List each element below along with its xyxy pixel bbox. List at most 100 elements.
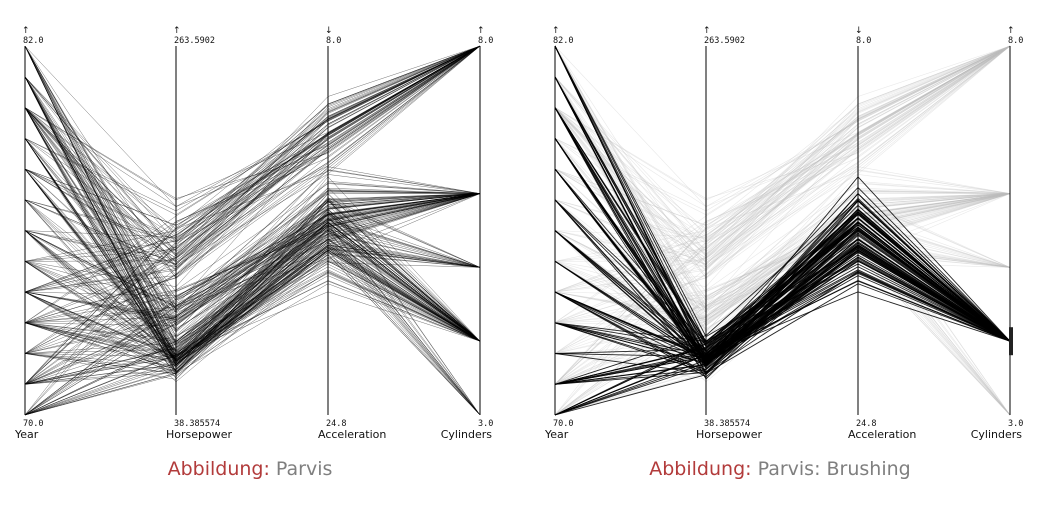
record-line bbox=[554, 225, 1011, 416]
record-line bbox=[554, 45, 1011, 288]
axis-max-label: 8.0 bbox=[856, 36, 871, 46]
record-line bbox=[24, 168, 481, 360]
record-line bbox=[554, 45, 1011, 324]
record-line bbox=[554, 45, 1011, 199]
axis-name-label: Acceleration bbox=[848, 428, 916, 441]
record-line bbox=[554, 45, 1011, 385]
record-line bbox=[554, 138, 1011, 370]
record-line bbox=[24, 138, 481, 301]
axis-name-label: Year bbox=[14, 428, 39, 441]
record-line bbox=[554, 182, 1011, 416]
record-line bbox=[554, 45, 1011, 242]
figure-caption: Abbildung: Parvis: Brushing bbox=[530, 458, 1030, 480]
record-line bbox=[554, 45, 1011, 257]
record-line bbox=[24, 246, 481, 361]
record-line bbox=[554, 192, 1011, 416]
axis-direction-icon: ↑ bbox=[173, 26, 181, 36]
record-line bbox=[554, 193, 1011, 309]
record-line bbox=[24, 45, 481, 416]
record-line bbox=[24, 107, 481, 373]
record-line bbox=[24, 209, 481, 359]
record-line bbox=[24, 107, 481, 342]
record-line bbox=[554, 190, 1011, 352]
record-line bbox=[24, 193, 481, 416]
record-line bbox=[24, 45, 481, 262]
record-line bbox=[554, 45, 1011, 332]
record-line bbox=[554, 223, 1011, 416]
record-line bbox=[24, 182, 481, 416]
record-line bbox=[554, 193, 1011, 354]
record-line bbox=[24, 45, 481, 332]
record-line bbox=[554, 193, 1011, 385]
record-line bbox=[554, 208, 1011, 359]
record-line bbox=[554, 45, 1011, 238]
record-line bbox=[554, 45, 1011, 311]
record-line bbox=[24, 45, 481, 199]
record-line bbox=[554, 45, 1011, 266]
axis-max-label: 8.0 bbox=[326, 36, 341, 46]
record-line bbox=[554, 45, 1011, 268]
record-line bbox=[554, 45, 1011, 385]
axis-min-label: 24.8 bbox=[326, 419, 346, 429]
record-line bbox=[24, 245, 481, 416]
record-line bbox=[554, 45, 1011, 241]
record-line bbox=[554, 45, 1011, 260]
axis-direction-icon: ↑ bbox=[703, 26, 711, 36]
record-line bbox=[554, 45, 1011, 416]
record-line bbox=[554, 138, 1011, 319]
record-line bbox=[24, 45, 481, 279]
record-line bbox=[24, 107, 481, 346]
record-line bbox=[554, 45, 1011, 255]
record-line bbox=[554, 193, 1011, 324]
record-line bbox=[554, 45, 1011, 353]
axis-direction-icon: ↓ bbox=[325, 26, 333, 36]
axis-direction-icon: ↑ bbox=[477, 26, 485, 36]
record-line bbox=[24, 76, 481, 377]
record-line bbox=[554, 45, 1011, 385]
record-line bbox=[554, 45, 1011, 272]
axis-name-label: Cylinders bbox=[441, 428, 493, 441]
record-line bbox=[554, 193, 1011, 324]
record-line bbox=[24, 45, 481, 265]
record-line bbox=[24, 200, 481, 375]
caption-text: Parvis bbox=[275, 458, 333, 480]
record-line bbox=[554, 76, 1011, 311]
axis-max-label: 82.0 bbox=[553, 36, 573, 46]
record-line bbox=[24, 138, 481, 369]
record-line bbox=[554, 45, 1011, 276]
record-line bbox=[24, 193, 481, 312]
record-line bbox=[24, 107, 481, 298]
record-line bbox=[24, 193, 481, 385]
axis-direction-icon: ↑ bbox=[552, 26, 560, 36]
record-line bbox=[24, 249, 481, 370]
record-line bbox=[24, 45, 481, 253]
record-line bbox=[24, 45, 481, 276]
record-line bbox=[554, 45, 1011, 293]
record-line bbox=[24, 45, 481, 352]
record-line bbox=[24, 193, 481, 354]
caption-prefix: Abbildung: bbox=[167, 458, 270, 480]
record-line bbox=[554, 45, 1011, 256]
record-line bbox=[554, 193, 1011, 319]
record-line bbox=[554, 45, 1011, 207]
record-line bbox=[24, 45, 481, 238]
record-line bbox=[24, 229, 481, 342]
record-line bbox=[24, 198, 481, 416]
record-line bbox=[554, 193, 1011, 324]
record-line bbox=[554, 45, 1011, 252]
record-line bbox=[24, 76, 481, 353]
record-line bbox=[554, 45, 1011, 324]
record-line bbox=[554, 45, 1011, 342]
record-line bbox=[24, 45, 481, 310]
record-line bbox=[24, 45, 481, 324]
record-line bbox=[24, 214, 481, 385]
record-line bbox=[554, 45, 1011, 385]
record-line bbox=[24, 107, 481, 306]
polylines bbox=[554, 45, 1011, 416]
record-line bbox=[24, 45, 481, 226]
axis-name-label: Horsepower bbox=[166, 428, 232, 441]
record-line bbox=[554, 45, 1011, 385]
record-line bbox=[24, 234, 481, 358]
record-line bbox=[24, 45, 481, 385]
record-line bbox=[24, 213, 481, 416]
